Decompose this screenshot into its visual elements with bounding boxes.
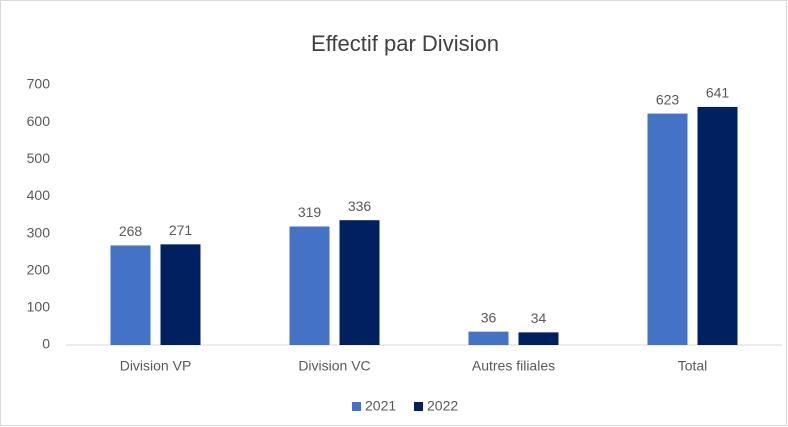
x-tick-label: Division VC (298, 358, 370, 374)
data-label: 319 (298, 204, 322, 220)
x-tick-label: Division VP (120, 358, 192, 374)
y-tick-label: 300 (27, 224, 51, 240)
y-tick-label: 500 (27, 150, 51, 166)
bar (339, 220, 380, 345)
bar (697, 106, 738, 346)
y-tick-label: 700 (27, 76, 51, 92)
data-label: 623 (656, 91, 680, 107)
y-tick-label: 200 (27, 261, 51, 277)
x-tick-label: Total (678, 358, 708, 374)
data-label: 271 (169, 222, 193, 238)
legend-label: 2021 (365, 398, 396, 414)
data-label: 641 (706, 85, 730, 101)
bar (160, 244, 201, 345)
bar (110, 245, 151, 345)
y-tick-label: 0 (42, 336, 50, 352)
legend-label: 2022 (427, 398, 458, 414)
data-label: 268 (119, 223, 143, 239)
x-tick-label: Autres filiales (472, 358, 555, 374)
legend-swatch (414, 402, 423, 411)
data-label: 336 (348, 198, 372, 214)
bar (647, 113, 688, 345)
data-label: 34 (531, 310, 547, 326)
y-tick-label: 600 (27, 113, 51, 129)
legend-swatch (352, 402, 361, 411)
bar (289, 226, 330, 345)
data-label: 36 (481, 309, 497, 325)
bar (518, 332, 559, 345)
bar (468, 331, 509, 345)
y-tick-label: 400 (27, 187, 51, 203)
y-tick-label: 100 (27, 299, 51, 315)
chart-title: Effectif par Division (311, 31, 499, 56)
